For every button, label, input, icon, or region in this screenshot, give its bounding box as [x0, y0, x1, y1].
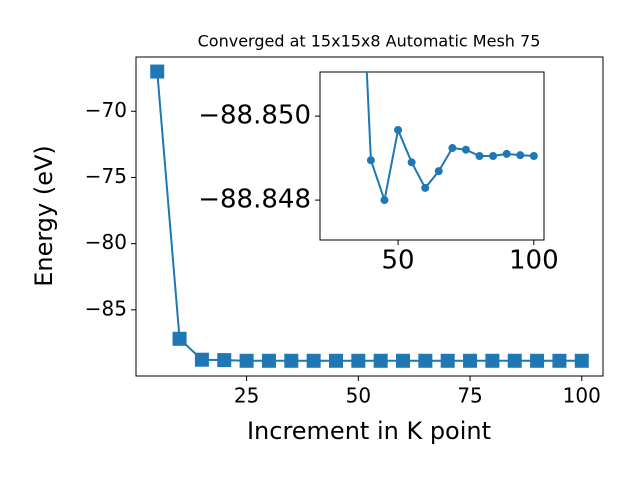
marker — [394, 125, 403, 134]
y-tick-label: −70 — [85, 98, 127, 122]
marker — [407, 158, 416, 167]
marker — [448, 144, 457, 153]
plot-layer — [150, 64, 589, 368]
marker — [306, 353, 321, 368]
x-tick-label: 50 — [382, 246, 415, 276]
plot-area — [319, 71, 545, 241]
x-tick-label: 100 — [563, 384, 601, 408]
marker — [489, 152, 498, 160]
marker — [217, 353, 232, 368]
marker — [461, 145, 470, 154]
marker — [440, 353, 455, 368]
marker — [194, 352, 209, 367]
marker — [380, 196, 389, 205]
series-line — [365, 72, 534, 204]
marker — [552, 353, 567, 368]
marker — [485, 353, 500, 368]
marker — [172, 331, 187, 346]
y-axis-label: Energy (eV) — [30, 145, 58, 287]
x-tick-label: 50 — [346, 384, 371, 408]
marker — [421, 183, 430, 192]
x-axis-label: Increment in K point — [247, 417, 491, 445]
marker — [434, 167, 443, 176]
marker — [530, 353, 545, 368]
marker — [396, 353, 411, 368]
y-tick-label: −75 — [85, 164, 127, 188]
marker — [529, 152, 538, 160]
marker — [261, 353, 276, 368]
chart-title: Converged at 15x15x8 Automatic Mesh 75 — [198, 32, 541, 51]
x-tick-label: 100 — [509, 246, 559, 276]
marker — [516, 151, 525, 160]
y-tick-label: −80 — [85, 230, 127, 254]
x-tick-label: 25 — [234, 384, 259, 408]
marker — [502, 149, 511, 158]
marker — [463, 353, 478, 368]
plot-layer — [365, 72, 538, 205]
marker — [328, 353, 343, 368]
marker — [150, 64, 165, 79]
marker — [239, 353, 254, 368]
x-tick-label: 75 — [457, 384, 482, 408]
y-tick-label: −88.848 — [198, 185, 311, 215]
marker — [475, 152, 484, 160]
marker — [366, 156, 375, 165]
marker — [284, 353, 299, 368]
marker — [373, 353, 388, 368]
marker — [351, 353, 366, 368]
marker — [507, 353, 522, 368]
y-tick-label: −85 — [85, 296, 127, 320]
marker — [418, 353, 433, 368]
marker — [574, 353, 589, 368]
y-tick-label: −88.850 — [198, 101, 311, 131]
